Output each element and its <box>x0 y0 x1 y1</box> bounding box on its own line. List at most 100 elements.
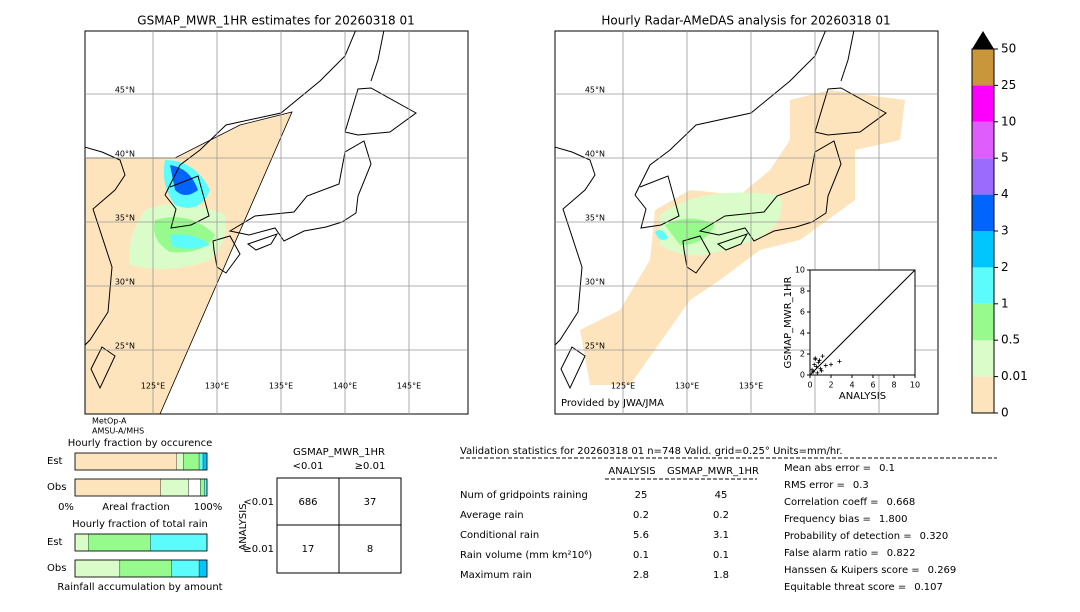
score-label: False alarm ratio = <box>784 548 879 559</box>
stat-value: 3.1 <box>713 530 729 541</box>
x-tick-label: 2 <box>828 381 833 390</box>
scatter-point <box>811 369 816 374</box>
lon-label: 135°E <box>269 382 293 391</box>
score-label: Mean abs error = <box>784 463 871 474</box>
fraction-segment <box>198 452 204 471</box>
stat-label: Average rain <box>460 510 524 521</box>
stat-value: 1.8 <box>713 570 729 581</box>
axis-left: 0% <box>58 502 74 513</box>
colorbar-segment <box>972 49 994 86</box>
colorbar-segment <box>972 121 994 159</box>
credit: Provided by JWA/JMA <box>561 398 664 409</box>
colorbar-label: 25 <box>1001 78 1016 92</box>
colorbar-segment <box>972 194 994 231</box>
scatter-point <box>819 368 824 373</box>
fraction-segment <box>183 452 200 471</box>
bar-frame <box>74 478 208 497</box>
map-title: GSMAP_MWR_1HR estimates for 20260318 01 <box>137 14 414 28</box>
score-value: 0.107 <box>914 582 943 593</box>
score-value: 0.668 <box>887 497 916 508</box>
x-tick-label: 4 <box>849 381 854 390</box>
fraction-segment <box>74 452 177 471</box>
colorbar-label: 10 <box>1001 114 1016 128</box>
lat-label: 25°N <box>585 342 605 351</box>
y-tick-label: 6 <box>800 308 805 317</box>
stat-label: Rain volume (mm km²10⁶) <box>460 550 592 561</box>
colorbar-label: 0.5 <box>1001 333 1020 347</box>
fraction-segment <box>188 478 201 497</box>
scatter-point <box>813 356 818 361</box>
fraction-segment <box>202 452 208 471</box>
stat-value: 2.8 <box>633 570 649 581</box>
score-value: 0.320 <box>920 531 949 542</box>
colorbar-label: 0.01 <box>1001 369 1028 383</box>
score-label: Equitable threat score = <box>784 582 906 593</box>
y-tick-label: 4 <box>800 329 805 338</box>
lon-label: 145°E <box>397 382 421 391</box>
rain-area <box>170 234 210 249</box>
cell: 8 <box>367 544 373 555</box>
cell: 17 <box>302 544 315 555</box>
score-value: 0.1 <box>879 463 895 474</box>
axis-right: 100% <box>194 502 223 513</box>
lat-label: 30°N <box>115 278 135 287</box>
colorbar-label: 0 <box>1001 406 1009 420</box>
y-tick-label: 2 <box>800 350 805 359</box>
scatter-point <box>829 362 833 367</box>
y-tick-label: 0 <box>800 371 805 380</box>
rain-area <box>655 230 668 240</box>
scatter-point <box>820 354 825 359</box>
score-label: RMS error = <box>784 480 845 491</box>
row-label: Est <box>47 537 63 548</box>
colorbar-segment <box>972 267 994 304</box>
panel-title: Hourly fraction by occurence <box>68 438 212 449</box>
lon-label: 130°E <box>675 382 699 391</box>
stat-value: 0.1 <box>633 550 649 561</box>
lat-label: 40°N <box>115 150 135 159</box>
column-label: ANALYSIS <box>608 466 655 477</box>
score-value: 0.269 <box>928 565 957 576</box>
colorbar-label: 50 <box>1001 42 1016 56</box>
row-axis: ANALYSIS <box>238 503 249 550</box>
map-frame <box>554 30 939 415</box>
lon-label: 125°E <box>611 382 635 391</box>
colorbar-label: 2 <box>1001 260 1009 274</box>
stat-value: 0.1 <box>713 550 729 561</box>
axis-label: Areal fraction <box>102 502 169 513</box>
scatter-point <box>817 358 822 363</box>
fraction-segment <box>160 478 189 497</box>
bar-frame <box>74 559 208 578</box>
colorbar-segment <box>972 303 994 341</box>
row-label: <0.01 <box>243 497 274 508</box>
fraction-segment <box>74 478 161 497</box>
scatter-point <box>814 364 819 369</box>
stat-label: Num of gridpoints raining <box>460 490 588 501</box>
fraction-segment <box>176 452 184 471</box>
fraction-segment <box>198 559 208 578</box>
column-label: GSMAP_MWR_1HR <box>667 466 759 477</box>
lon-label: 125°E <box>141 382 165 391</box>
lat-label: 45°N <box>115 86 135 95</box>
row-label: Obs <box>47 563 66 574</box>
lat-label: 35°N <box>585 214 605 223</box>
score-value: 0.3 <box>853 480 869 491</box>
colorbar-label: 5 <box>1001 151 1009 165</box>
cell: 37 <box>364 497 377 508</box>
lat-label: 45°N <box>585 86 605 95</box>
scatter-point <box>816 360 821 365</box>
column-label: ≥0.01 <box>355 461 386 472</box>
lon-label: 140°E <box>333 382 357 391</box>
colorbar-segment <box>972 85 994 122</box>
scatter-point <box>837 359 842 364</box>
colorbar-segment <box>972 340 994 377</box>
table-title: GSMAP_MWR_1HR <box>293 447 385 458</box>
lon-label: 135°E <box>739 382 763 391</box>
column-label: <0.01 <box>293 461 324 472</box>
score-label: Probability of detection = <box>784 531 912 542</box>
fraction-segment <box>150 533 208 552</box>
colorbar-segment <box>972 231 994 268</box>
y-tick-label: 8 <box>800 287 805 296</box>
x-tick-label: 6 <box>870 381 875 390</box>
colorbar-extend <box>972 31 994 49</box>
